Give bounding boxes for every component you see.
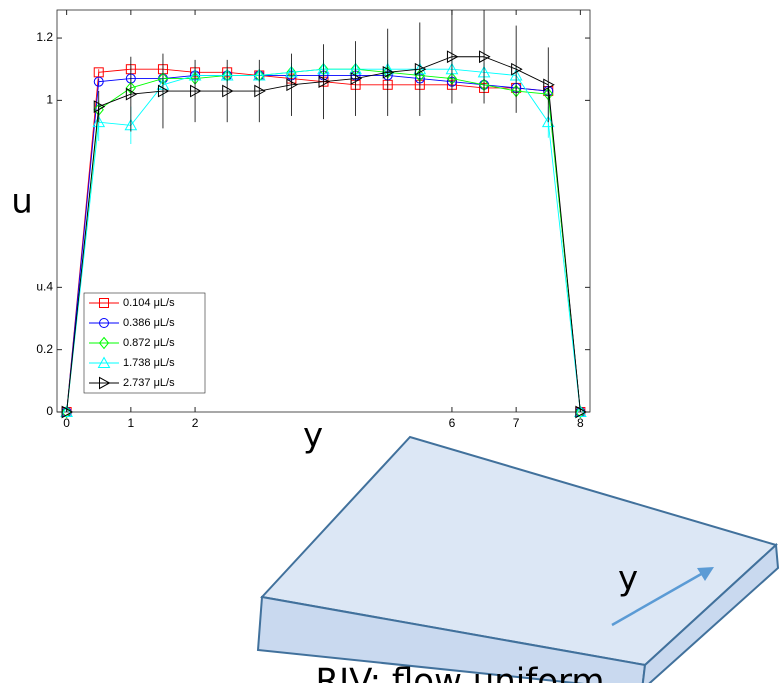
legend-label: 1.738 μL/s bbox=[123, 357, 175, 369]
marker bbox=[157, 84, 170, 98]
marker bbox=[97, 356, 111, 368]
marker bbox=[543, 78, 555, 92]
marker bbox=[190, 84, 202, 98]
marker bbox=[60, 405, 73, 417]
x-tick-label: 7 bbox=[513, 416, 520, 430]
legend-label: 0.104 μL/s bbox=[123, 297, 175, 309]
x-axis-label: y bbox=[303, 416, 323, 456]
legend-label: 0.386 μL/s bbox=[123, 317, 175, 329]
marker bbox=[479, 50, 491, 64]
legend-label: 2.737 μL/s bbox=[123, 377, 175, 389]
marker bbox=[574, 405, 587, 417]
front-face bbox=[256, 595, 647, 683]
arrow-head bbox=[697, 567, 714, 581]
marker bbox=[125, 87, 138, 101]
channel-diagram: y bbox=[256, 435, 780, 683]
x-tick-label: 6 bbox=[449, 416, 456, 430]
series-line bbox=[66, 56, 581, 413]
marker bbox=[92, 115, 106, 128]
marker bbox=[318, 75, 331, 89]
marker bbox=[99, 298, 109, 308]
y-tick-label: 1.2 bbox=[36, 30, 53, 44]
y-tick-label: 1 bbox=[46, 93, 53, 107]
y-tick-label: 0.2 bbox=[36, 342, 53, 356]
marker bbox=[254, 84, 266, 98]
plot: 0 0.2 u.4 1 1.2 0 1 2 6 7 8 0.104 μL/s 0.386 μL/s 0.8… bbox=[36, 9, 591, 430]
x-tick-label: 2 bbox=[192, 416, 199, 430]
diagram-label: y bbox=[618, 559, 638, 599]
marker bbox=[286, 78, 298, 92]
marker bbox=[350, 72, 363, 85]
marker bbox=[93, 76, 104, 87]
marker bbox=[93, 100, 106, 113]
marker bbox=[222, 84, 234, 98]
marker bbox=[99, 318, 109, 328]
marker bbox=[414, 62, 427, 76]
arrow-shaft bbox=[611, 571, 704, 627]
plot-area bbox=[56, 9, 591, 413]
marker bbox=[446, 50, 459, 64]
marker bbox=[575, 405, 587, 419]
series bbox=[61, 10, 587, 419]
x-tick-label: 1 bbox=[128, 416, 135, 430]
marker bbox=[541, 115, 555, 128]
y-axis-label: u bbox=[11, 182, 33, 222]
marker bbox=[511, 62, 523, 76]
marker bbox=[61, 405, 74, 419]
y-tick-label: u.4 bbox=[36, 280, 53, 294]
marker bbox=[99, 376, 111, 390]
marker bbox=[382, 65, 395, 79]
x-tick-label: 8 bbox=[577, 416, 584, 430]
side-face bbox=[641, 542, 780, 683]
legend-label: 0.872 μL/s bbox=[123, 337, 175, 349]
y-tick-label: 0 bbox=[46, 404, 53, 418]
caption: RIV: flow uniform bbox=[315, 662, 604, 683]
marker bbox=[98, 336, 110, 350]
x-tick-label: 0 bbox=[63, 416, 70, 430]
